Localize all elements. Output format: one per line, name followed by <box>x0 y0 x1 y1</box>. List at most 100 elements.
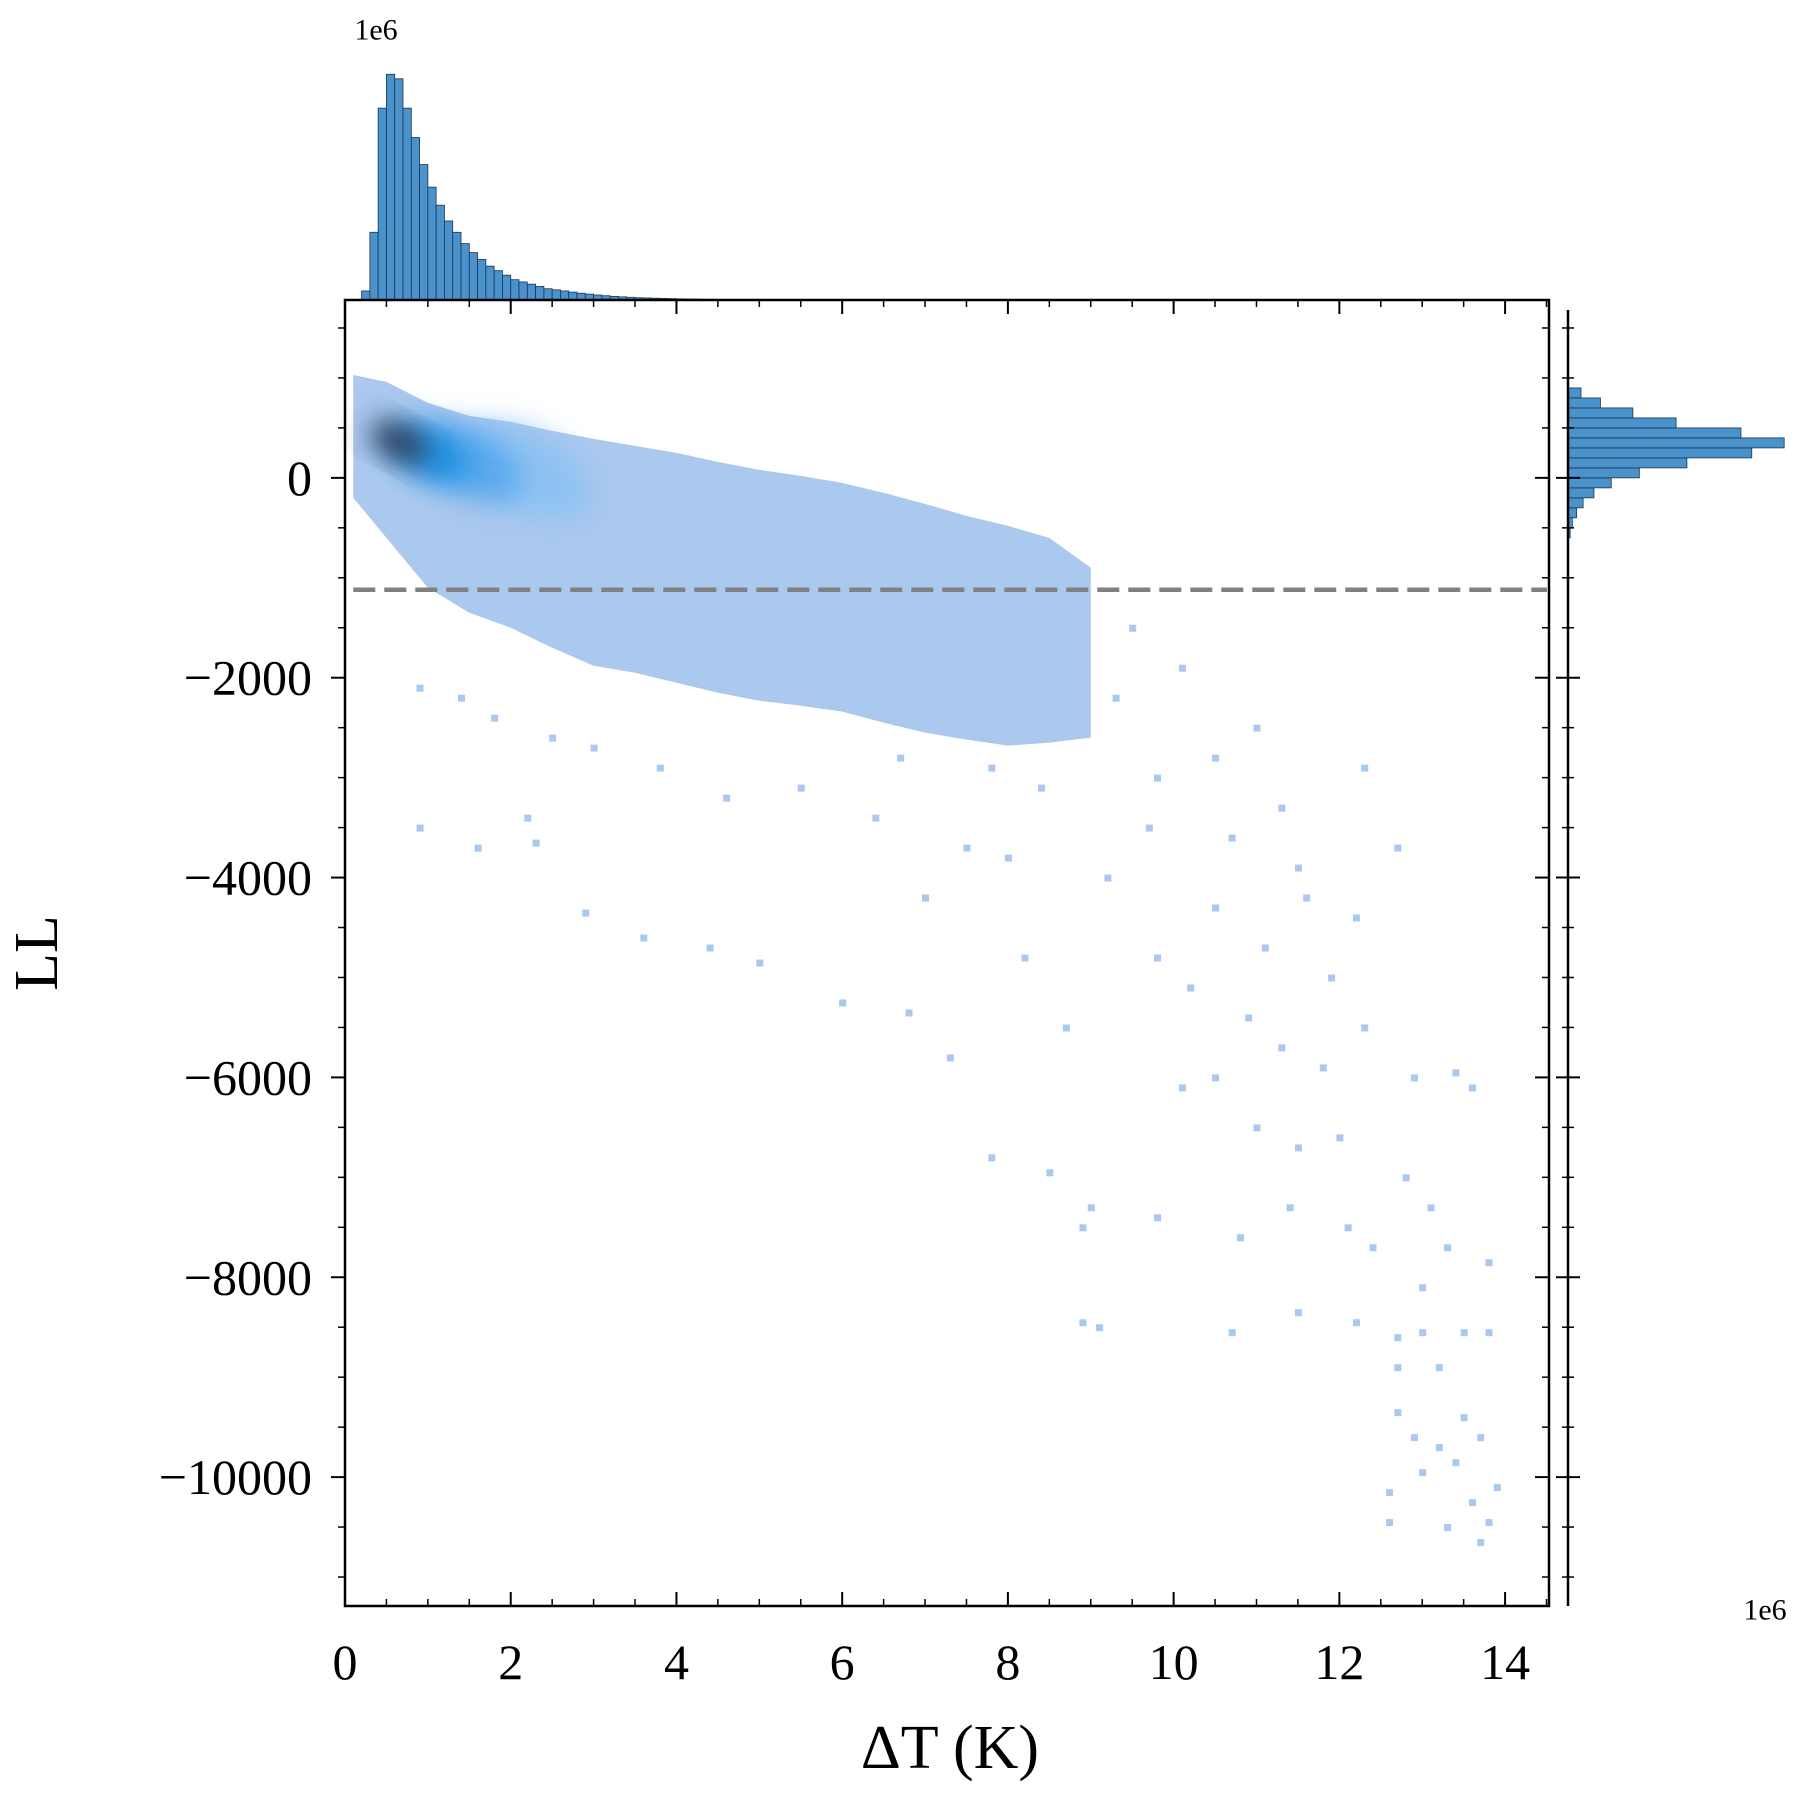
density-cell <box>458 694 466 702</box>
density-cell <box>1361 1024 1369 1032</box>
density-cell <box>1004 854 1012 862</box>
y-tick-label: 0 <box>287 450 312 506</box>
density-cell <box>1344 1224 1352 1232</box>
density-cell <box>1468 1499 1476 1507</box>
density-cell <box>723 794 731 802</box>
density-cell <box>1112 694 1120 702</box>
density-cell <box>1369 1244 1377 1252</box>
density-cell <box>1294 864 1302 872</box>
density-cell <box>1352 1319 1360 1327</box>
density-cell <box>1419 1284 1427 1292</box>
x-tick-label: 2 <box>498 1634 523 1690</box>
density-cell <box>1261 944 1269 952</box>
density-cell <box>582 909 590 917</box>
y-tick-label: −6000 <box>184 1049 312 1105</box>
x-tick-label: 4 <box>664 1634 689 1690</box>
histogram-bar <box>502 274 512 301</box>
density-cell <box>1410 1434 1418 1442</box>
density-cell <box>590 744 598 752</box>
density-cell <box>1493 1484 1501 1492</box>
density-cell <box>1245 1014 1253 1022</box>
histogram-bar <box>1567 477 1612 489</box>
density-cell <box>1444 1244 1452 1252</box>
density-cell <box>1394 1409 1402 1417</box>
density-cell <box>1394 1364 1402 1372</box>
density-cell <box>1294 1144 1302 1152</box>
histogram-bar <box>444 220 454 301</box>
histogram-bar <box>493 270 503 301</box>
density-cell <box>1046 1169 1054 1177</box>
x-tick-label: 14 <box>1480 1634 1530 1690</box>
density-cell <box>1096 1324 1104 1332</box>
density-cell <box>1477 1434 1485 1442</box>
density-cell <box>946 1054 954 1062</box>
histogram-bar <box>410 137 420 301</box>
axes-frame <box>343 298 1551 1608</box>
density-cell <box>1236 1234 1244 1242</box>
histogram-bar <box>485 265 495 301</box>
density-cell <box>640 934 648 942</box>
density-cell <box>1278 804 1286 812</box>
density-cell <box>1187 984 1195 992</box>
density-cell <box>1178 1084 1186 1092</box>
histogram-bar <box>361 290 371 301</box>
density-cell <box>1444 1524 1452 1532</box>
y-tick-label: −8000 <box>184 1249 312 1305</box>
histogram-bar <box>1567 497 1584 509</box>
density-cell <box>416 684 424 692</box>
density-cell <box>1228 834 1236 842</box>
density-cell <box>1062 1024 1070 1032</box>
y-tick-label: −4000 <box>184 850 312 906</box>
density-cell <box>1087 1204 1095 1212</box>
density-cell <box>1336 1134 1344 1142</box>
density-cell <box>1460 1329 1468 1337</box>
y-axis-label: LL <box>3 915 71 991</box>
density-cell <box>1178 664 1186 672</box>
x-tick-label: 8 <box>995 1634 1020 1690</box>
density-cell <box>532 839 540 847</box>
histogram-bar <box>468 252 478 301</box>
y-tick-label: −10000 <box>159 1449 312 1505</box>
density-cell <box>1228 1329 1236 1337</box>
density-cell <box>839 999 847 1007</box>
density-cell <box>1154 954 1162 962</box>
density-cell <box>1452 1069 1460 1077</box>
density-cell <box>1212 1074 1220 1082</box>
density-cell <box>1253 724 1261 732</box>
histogram-bar <box>1567 447 1753 459</box>
density-cell <box>706 944 714 952</box>
density-cell <box>1286 1204 1294 1212</box>
histogram-bar <box>402 107 412 301</box>
density-cell <box>1419 1469 1427 1477</box>
density-cell <box>1328 974 1336 982</box>
histogram-bar <box>1567 407 1634 419</box>
density-cell <box>1419 1329 1427 1337</box>
histogram-bar <box>1567 397 1601 409</box>
density-cell <box>1485 1259 1493 1267</box>
histogram-bar <box>427 186 437 301</box>
histogram-bar <box>1567 417 1677 429</box>
density-cell <box>1303 894 1311 902</box>
histogram-bar <box>369 231 379 301</box>
histogram-bar <box>419 164 429 301</box>
density-cell <box>656 764 664 772</box>
density-cell <box>1038 784 1046 792</box>
density-cell <box>1435 1444 1443 1452</box>
histogram-bar <box>452 231 462 301</box>
density-cell <box>1129 624 1137 632</box>
histogram-bar <box>394 78 404 301</box>
density-cell <box>872 814 880 822</box>
density-cell <box>1352 914 1360 922</box>
histogram-bar <box>1567 467 1640 479</box>
histogram-bar <box>551 289 561 301</box>
histogram-bar <box>510 279 520 301</box>
x-tick-label: 12 <box>1314 1634 1364 1690</box>
density-cell <box>1154 1214 1162 1222</box>
histogram-bar <box>477 258 487 301</box>
density-cell <box>1427 1204 1435 1212</box>
density-cell <box>1062 604 1070 612</box>
density-cell <box>797 784 805 792</box>
density-cell <box>1212 904 1220 912</box>
histogram-bar <box>560 290 570 301</box>
